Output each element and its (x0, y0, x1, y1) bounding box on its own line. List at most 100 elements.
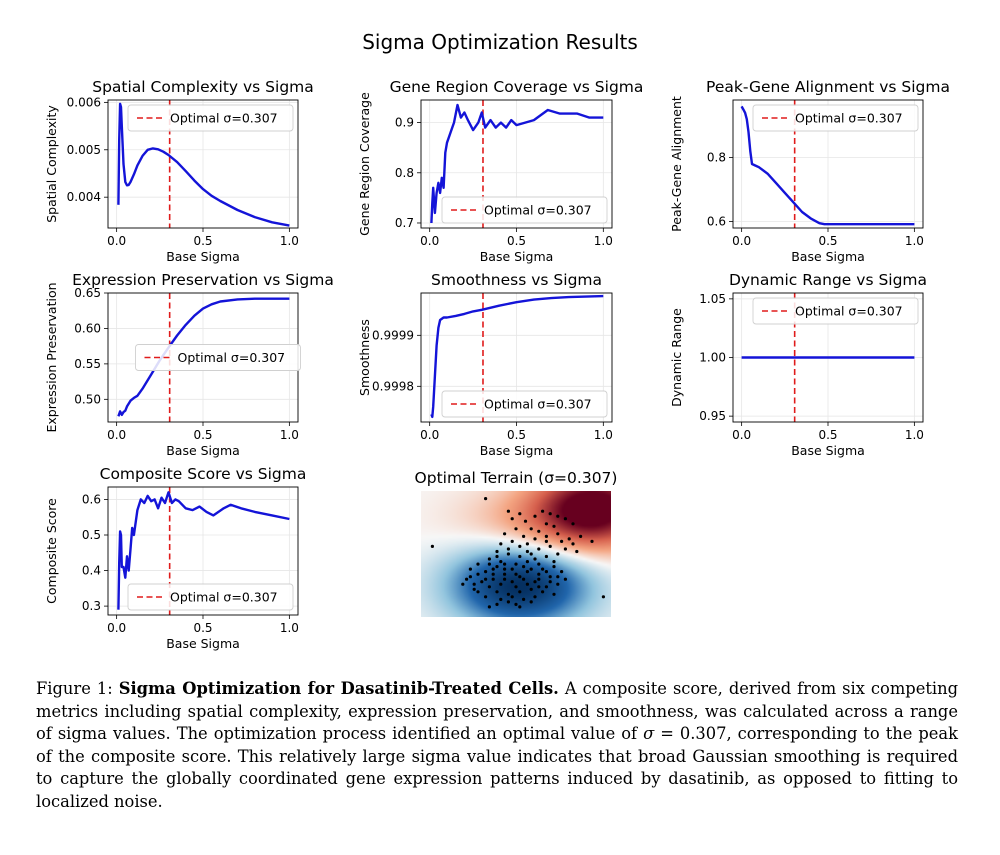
y-tick-label: 0.9998 (372, 379, 414, 393)
cell-point-112 (537, 577, 541, 581)
cell-point-41 (503, 562, 507, 566)
terrain-heatmap (421, 491, 611, 617)
legend: Optimal σ=0.307 (127, 104, 294, 132)
cell-point-5 (533, 514, 537, 518)
legend: Optimal σ=0.307 (127, 583, 294, 611)
cell-point-37 (487, 557, 491, 561)
caption-text-before: A composite score, derived from six comp… (36, 679, 958, 743)
panel-smoothness: 0.0 0.5 1.0 0.9998 0.9999 Optimal σ=0.307 Smoo… (357, 271, 613, 458)
panel-optimal-terrain: Optimal Terrain (σ=0.307) (415, 469, 617, 617)
cell-point-16 (503, 532, 507, 536)
cell-point-26 (510, 539, 514, 544)
panel-expression-preservation: 0.0 0.5 1.0 0.50 0.55 0.60 0.65 Optimal σ=0.307… (44, 271, 334, 458)
cell-point-77 (601, 595, 606, 599)
panel-spatial-complexity: 0.0 0.5 1.0 0.004 0.005 0.006 Optimal σ=0.307 S… (44, 78, 314, 264)
cell-point-86 (510, 567, 514, 571)
x-tick-label: 0.0 (732, 234, 751, 248)
cell-point-33 (529, 552, 533, 556)
cell-point-93 (514, 585, 518, 589)
cell-point-4 (523, 519, 528, 523)
legend: Optimal σ=0.307 (752, 104, 919, 132)
x-tick-label: 1.0 (594, 428, 613, 442)
cell-point-107 (495, 554, 499, 559)
x-tick-label: 0.0 (420, 234, 439, 248)
x-axis-label: Base Sigma (166, 636, 240, 651)
figure-supertitle: Sigma Optimization Results (362, 30, 638, 54)
y-tick-label: 0.9 (395, 116, 414, 130)
y-tick-label: 0.50 (74, 392, 101, 406)
cell-point-8 (556, 514, 560, 518)
cell-point-59 (510, 580, 514, 584)
cell-point-63 (556, 582, 560, 586)
panel-peak-gene-alignment: 0.0 0.5 1.0 0.6 0.8 Optimal σ=0.307 Peak-Gene … (669, 78, 950, 264)
legend-label: Optimal σ=0.307 (795, 111, 903, 126)
cell-point-84 (552, 560, 556, 564)
cell-point-80 (476, 572, 480, 576)
y-tick-label: 0.55 (74, 357, 101, 371)
cell-point-18 (533, 537, 537, 541)
legend-box (135, 344, 301, 371)
cell-point-79 (465, 577, 469, 581)
x-tick-label: 1.0 (280, 621, 299, 635)
cell-point-98 (529, 600, 533, 604)
cell-point-71 (506, 600, 510, 604)
cell-point-24 (575, 549, 579, 554)
cell-point-76 (430, 544, 434, 549)
legend-box (127, 583, 294, 611)
cell-point-45 (552, 565, 556, 569)
x-axis-label: Base Sigma (791, 443, 865, 458)
chart-title: Spatial Complexity vs Sigma (92, 78, 314, 96)
cell-point-49 (525, 570, 530, 574)
y-tick-label: 0.006 (67, 95, 101, 109)
caption-text-after: , corresponding to the peak of the compo… (36, 724, 958, 811)
cell-point-104 (571, 542, 575, 546)
chart-title: Peak-Gene Alignment vs Sigma (706, 78, 950, 96)
series-line (117, 491, 290, 610)
cell-point-67 (518, 590, 522, 594)
cell-point-30 (548, 544, 552, 549)
series-line (740, 105, 915, 226)
x-tick-label: 0.5 (193, 621, 212, 635)
legend-box (127, 104, 294, 132)
caption-label: Figure 1: (36, 679, 119, 698)
legend: Optimal σ=0.307 (752, 297, 919, 325)
y-tick-label: 0.60 (74, 321, 101, 335)
cell-point-50 (514, 572, 518, 576)
figure-canvas: 0.0 0.5 1.0 0.004 0.005 0.006 Optimal σ=0.307 S… (44, 78, 950, 651)
cell-point-35 (506, 552, 510, 556)
x-tick-label: 0.0 (107, 428, 126, 442)
cell-point-34 (518, 554, 522, 559)
cell-point-21 (567, 537, 571, 541)
cell-point-43 (525, 560, 530, 564)
cell-point-19 (544, 534, 549, 539)
cell-point-28 (525, 542, 530, 546)
x-axis-label: Base Sigma (791, 249, 865, 264)
cell-point-20 (556, 532, 560, 536)
cell-point-70 (484, 595, 488, 599)
chart-title: Smoothness vs Sigma (431, 271, 602, 289)
series-line (430, 103, 604, 224)
cell-point-32 (544, 554, 549, 559)
y-axis-label: Expression Preservation (44, 282, 59, 432)
cell-point-40 (495, 565, 499, 569)
cell-point-29 (537, 547, 541, 551)
y-tick-label: 0.95 (699, 409, 726, 423)
series-line (430, 294, 604, 419)
cell-point-2 (518, 512, 522, 516)
legend-label: Optimal σ=0.307 (484, 397, 592, 412)
cell-point-72 (522, 597, 526, 602)
chart-title: Expression Preservation vs Sigma (72, 271, 334, 289)
axes-frame (732, 292, 924, 423)
cell-point-115 (518, 605, 522, 609)
panel-composite-score: 0.0 0.5 1.0 0.3 0.4 0.5 0.6 Optimal σ=0.307 Comp… (44, 465, 306, 651)
cell-point-81 (491, 567, 495, 571)
x-tick-label: 1.0 (280, 234, 299, 248)
y-axis-label: Smoothness (357, 319, 372, 396)
legend-label: Optimal σ=0.307 (178, 350, 286, 365)
cell-point-6 (541, 509, 545, 513)
cell-point-114 (556, 575, 560, 579)
caption-math-sigma: σ (643, 724, 655, 743)
chart-title: Composite Score vs Sigma (100, 465, 307, 483)
axes-frame (107, 99, 299, 229)
cell-point-23 (563, 547, 568, 551)
